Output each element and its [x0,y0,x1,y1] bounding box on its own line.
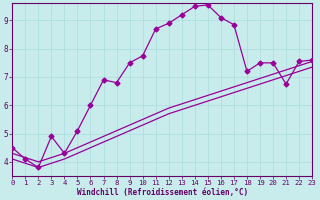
X-axis label: Windchill (Refroidissement éolien,°C): Windchill (Refroidissement éolien,°C) [77,188,248,197]
